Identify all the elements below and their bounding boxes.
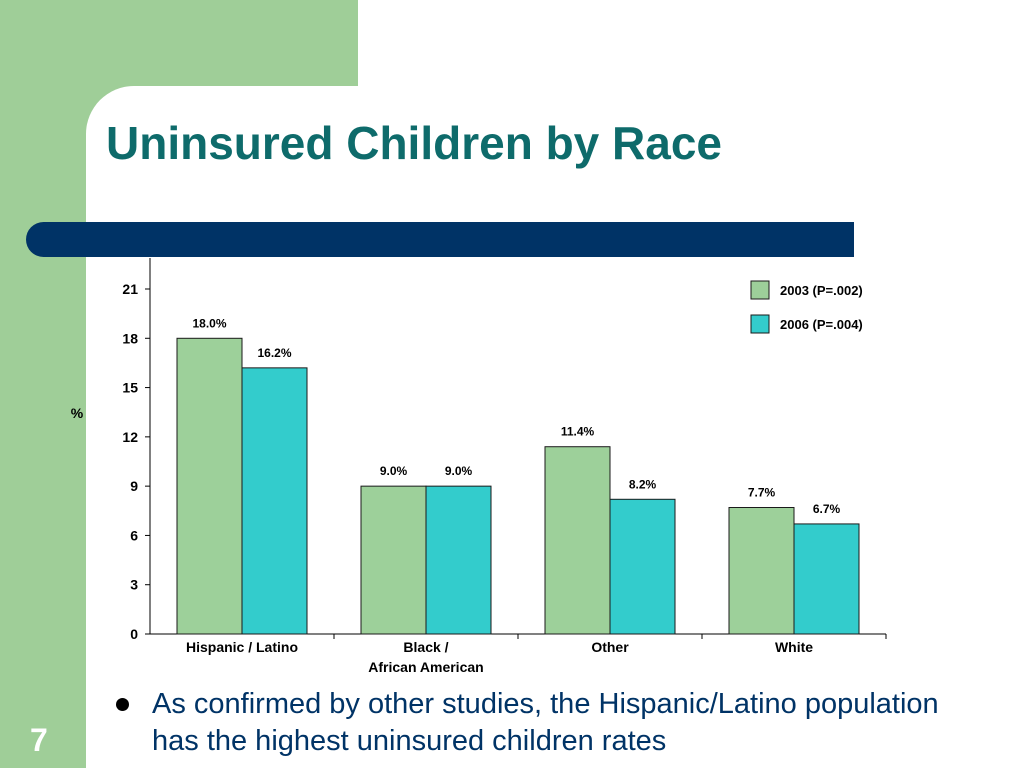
slide-number: 7 — [30, 722, 48, 758]
slide-title: Uninsured Children by Race — [106, 117, 723, 169]
chart-legend: 2003 (P=.002) 2006 (P=.004) — [750, 280, 863, 334]
y-tick-label: 21 — [122, 281, 138, 297]
x-tick-label: Other — [591, 639, 629, 655]
bar — [544, 446, 611, 635]
bar-data-label: 8.2% — [629, 477, 657, 491]
chart-data-labels: 18.0% 9.0% 11.4% 7.7% 16.2% 9.0% 8.2% 6.7% — [192, 316, 840, 516]
bar — [425, 485, 492, 635]
y-tick-label: 15 — [122, 380, 138, 396]
y-tick-label: 0 — [130, 626, 138, 642]
bullet-dot-icon — [116, 698, 129, 711]
bar-data-label: 6.7% — [813, 502, 841, 516]
chart-axes: 0 3 6 9 12 15 18 21% Hispanic / Latino Black / Afr… — [71, 258, 887, 675]
bar — [793, 523, 860, 635]
bar — [728, 507, 795, 635]
y-tick-label: 18 — [122, 330, 138, 346]
bar-data-label: 16.2% — [257, 346, 291, 360]
legend-label: 2003 (P=.002) — [780, 283, 863, 298]
y-tick-label: 3 — [130, 577, 138, 593]
chart-bars — [176, 337, 860, 635]
bar-data-label: 9.0% — [380, 464, 408, 478]
x-tick-label: Black / — [403, 639, 448, 655]
bar — [176, 337, 243, 635]
legend-swatch — [750, 314, 770, 334]
legend-label: 2006 (P=.004) — [780, 317, 863, 332]
bar — [609, 498, 676, 635]
y-tick-label: 6 — [130, 527, 138, 543]
bullet-text: As confirmed by other studies, the Hispa… — [152, 688, 939, 757]
legend-swatch — [750, 280, 770, 300]
bar-data-label: 11.4% — [561, 425, 595, 439]
bar-data-label: 9.0% — [445, 464, 473, 478]
x-tick-label: White — [775, 639, 813, 655]
bar — [360, 485, 427, 635]
top-right-background — [358, 0, 1024, 86]
top-green-block — [86, 0, 358, 86]
left-green-strip — [0, 0, 86, 768]
y-tick-label: 12 — [122, 429, 138, 445]
bar-data-label: 18.0% — [192, 316, 226, 330]
y-tick-label: 9 — [130, 478, 138, 494]
x-tick-label: African American — [368, 659, 483, 675]
bar-data-label: 7.7% — [748, 486, 776, 500]
x-tick-label: Hispanic / Latino — [186, 639, 298, 655]
title-divider-bar — [26, 222, 854, 257]
bar — [241, 367, 308, 635]
y-axis-label: % — [71, 405, 84, 421]
